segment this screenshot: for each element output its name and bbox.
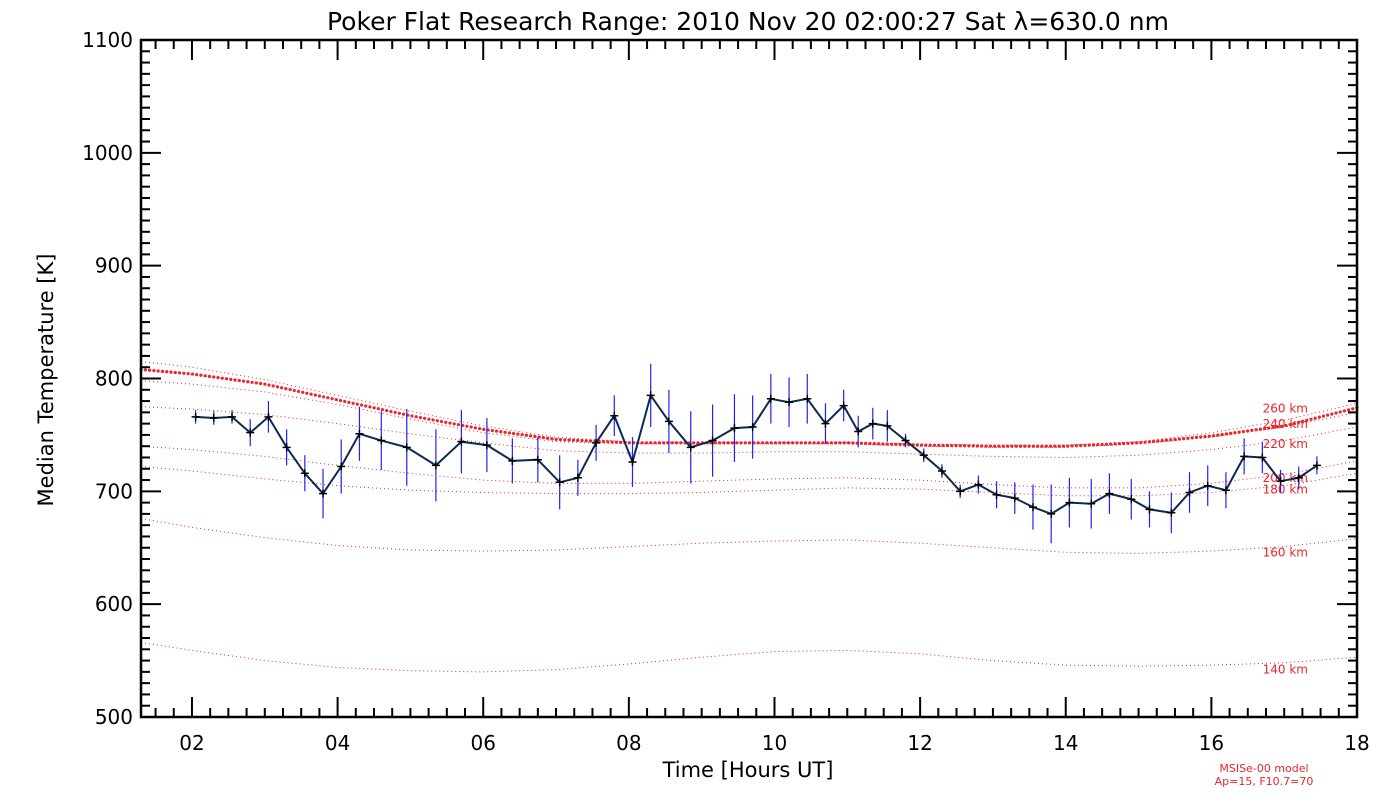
data-point (319, 489, 328, 498)
model-curve-bold (139, 367, 1359, 448)
data-point (785, 398, 794, 407)
data-point (901, 436, 910, 445)
data-point (1127, 495, 1136, 504)
model-curve (140, 406, 1358, 459)
data-point (592, 438, 601, 447)
model-curve-label: 260 km (1263, 401, 1308, 415)
data-point (246, 428, 255, 437)
x-tick-label: 08 (616, 731, 641, 755)
data-point (1240, 452, 1249, 461)
model-curve (140, 361, 1358, 446)
model-curve-label: 160 km (1263, 545, 1308, 559)
data-point (573, 473, 582, 482)
data-point (337, 462, 346, 471)
data-point (868, 419, 877, 428)
y-tick-label: 1100 (82, 28, 133, 52)
axes: 02 04 06 08 10 12 14 16 18 500 600 700 800 900 1000 110… (82, 28, 1370, 755)
model-annotation-line2: Ap=15, F10.7=70 (1215, 775, 1314, 788)
y-tick-label: 500 (95, 705, 133, 729)
data-point (883, 421, 892, 430)
model-curve-label: 140 km (1263, 663, 1308, 677)
data-point (264, 412, 273, 421)
data-point (300, 469, 309, 478)
data-point (1203, 481, 1212, 490)
model-curve-label: 240 km (1263, 417, 1308, 431)
x-tick-label: 06 (471, 731, 496, 755)
y-tick-label: 600 (95, 592, 133, 616)
data-point (1028, 503, 1037, 512)
data-point (209, 413, 218, 422)
model-curve-label: 200 km (1263, 471, 1308, 485)
data-point (1105, 489, 1114, 498)
data-point (974, 480, 983, 489)
x-tick-label: 12 (907, 731, 932, 755)
data-point (1294, 473, 1303, 482)
data-point (1185, 488, 1194, 497)
data-point (1312, 461, 1321, 470)
model-curve (140, 517, 1358, 554)
model-curve-label: 180 km (1263, 483, 1308, 497)
y-tick-label: 1000 (82, 141, 133, 165)
chart-title: Poker Flat Research Range: 2010 Nov 20 0… (327, 7, 1169, 36)
model-curve (140, 642, 1358, 673)
y-tick-label: 900 (95, 254, 133, 278)
data-point (431, 461, 440, 470)
x-tick-label: 02 (179, 731, 204, 755)
data-point (482, 441, 491, 450)
data-point (992, 490, 1001, 499)
plot-frame (139, 38, 1359, 719)
model-curve-label: 220 km (1263, 437, 1308, 451)
data-point (191, 412, 200, 421)
data-point (1258, 453, 1267, 462)
data-point (821, 419, 830, 428)
measured-line (195, 393, 1318, 516)
data-point (854, 427, 863, 436)
data-point (664, 417, 673, 426)
measured-series (191, 363, 1321, 544)
data-point (228, 412, 237, 421)
data-point (937, 467, 946, 476)
data-point (1167, 508, 1176, 517)
x-tick-label: 14 (1053, 731, 1078, 755)
data-point (555, 478, 564, 487)
y-tick-label: 800 (95, 367, 133, 391)
data-point (1010, 494, 1019, 503)
data-point (646, 391, 655, 400)
x-tick-label: 18 (1344, 731, 1369, 755)
x-tick-label: 16 (1199, 731, 1224, 755)
data-point (1047, 509, 1056, 518)
x-tick-label: 04 (325, 731, 350, 755)
data-point (533, 455, 542, 464)
data-point (919, 451, 928, 460)
data-point (1145, 505, 1154, 514)
data-point (1276, 477, 1285, 486)
data-point (1065, 498, 1074, 507)
data-point (956, 487, 965, 496)
data-point (282, 443, 291, 452)
y-axis-label: Median Temperature [K] (34, 254, 58, 507)
data-point (402, 443, 411, 452)
data-point (610, 411, 619, 420)
data-point (748, 423, 757, 432)
data-point (730, 424, 739, 433)
data-point (766, 394, 775, 403)
data-point (1087, 499, 1096, 508)
data-point (508, 456, 517, 465)
data-point (708, 436, 717, 445)
y-tick-label: 700 (95, 479, 133, 503)
data-point (457, 437, 466, 446)
data-point (355, 429, 364, 438)
data-point (628, 457, 637, 466)
data-point (1221, 486, 1230, 495)
data-point (377, 436, 386, 445)
model-annotation-line1: MSISe-00 model (1219, 762, 1308, 775)
data-point (686, 443, 695, 452)
data-point (803, 394, 812, 403)
x-tick-label: 10 (762, 731, 787, 755)
x-axis-label: Time [Hours UT] (662, 758, 834, 782)
data-point (839, 401, 848, 410)
model-curve (140, 380, 1358, 448)
